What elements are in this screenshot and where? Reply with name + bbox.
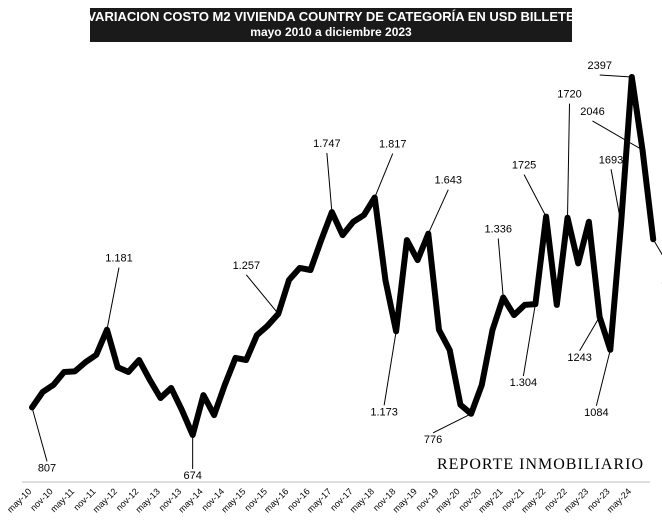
x-tick-label: may-17: [305, 486, 333, 514]
leader-line: [383, 331, 397, 406]
leader-line: [326, 153, 333, 213]
title-box: [90, 8, 572, 42]
x-tick-label: may-15: [219, 486, 247, 514]
value-label: 1.181: [105, 253, 133, 265]
value-label: 1616: [661, 274, 662, 286]
watermark: REPORTE INMOBILIARIO: [437, 456, 644, 473]
leader-line: [579, 316, 601, 352]
x-tick-label: may-14: [176, 486, 204, 514]
value-label: 1084: [584, 407, 608, 419]
value-label: 2046: [580, 106, 604, 118]
value-label: 1693: [599, 154, 623, 166]
leader-line: [652, 239, 662, 256]
value-label: 1.643: [435, 175, 463, 187]
x-tick-label: may-13: [134, 486, 162, 514]
leader-line: [432, 413, 472, 434]
leader-line: [497, 238, 504, 298]
x-tick-label: may-12: [91, 486, 119, 514]
chart-subtitle: mayo 2010 a diciembre 2023: [250, 25, 412, 39]
value-label: 1.173: [370, 406, 398, 418]
value-label: 1720: [557, 89, 581, 101]
value-label: 2397: [588, 60, 612, 72]
x-tick-label: may-23: [562, 486, 590, 514]
leader-line: [522, 304, 536, 377]
x-tick-label: may-10: [5, 486, 33, 514]
value-label: 674: [183, 470, 201, 482]
leader-line: [523, 174, 547, 217]
x-tick-label: may-21: [476, 486, 504, 514]
data-line: [29, 74, 657, 438]
leader-line: [245, 274, 279, 315]
x-tick-label: may-11: [48, 486, 76, 514]
value-label: 807: [38, 462, 56, 474]
value-label: 776: [424, 434, 442, 446]
x-tick-label: may-16: [262, 486, 290, 514]
value-label: 1243: [567, 352, 591, 364]
x-tick-label: may-18: [348, 486, 376, 514]
leader-line: [427, 189, 449, 234]
value-label: 1.304: [510, 377, 538, 389]
value-label: 1.257: [233, 260, 261, 272]
x-tick-label: may-24: [605, 486, 633, 514]
leader-line: [374, 153, 394, 198]
x-tick-label: may-22: [519, 486, 547, 514]
leader-line: [106, 267, 120, 330]
leader-line: [610, 169, 622, 224]
x-tick-label: may-20: [434, 486, 462, 514]
leader-line: [592, 120, 643, 151]
leader-line: [595, 349, 611, 406]
leader-line: [567, 103, 570, 218]
value-label: 1725: [512, 160, 536, 172]
leader-line: [31, 407, 48, 462]
x-tick-label: may-19: [391, 486, 419, 514]
value-label: 1.817: [379, 139, 407, 151]
chart-title: VARIACION COSTO M2 VIVIENDA COUNTRY DE C…: [87, 9, 575, 24]
leader-line: [599, 74, 632, 78]
value-label: 1.336: [484, 223, 512, 235]
value-label: 1.747: [313, 138, 341, 150]
